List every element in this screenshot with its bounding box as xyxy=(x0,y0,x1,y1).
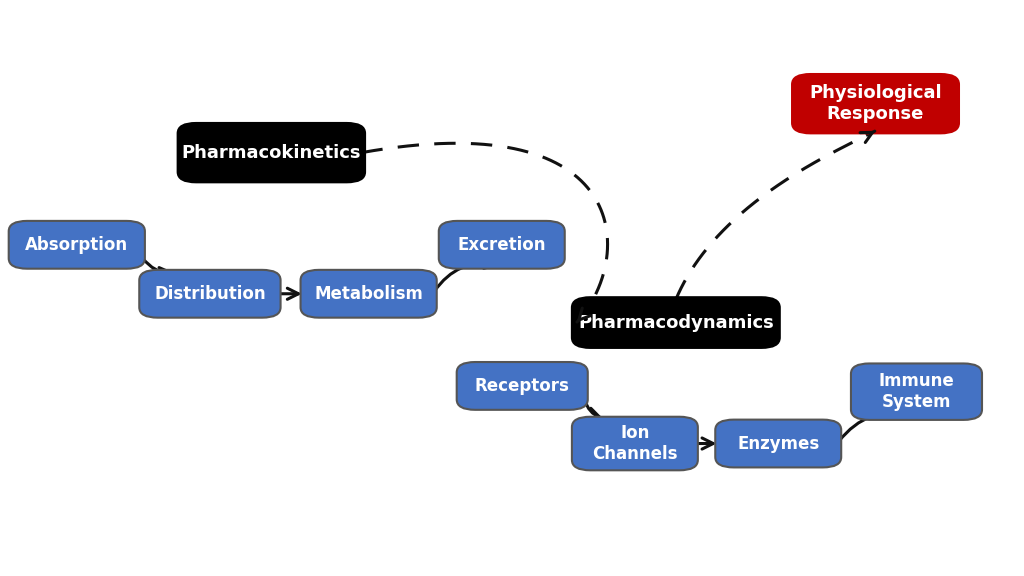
Text: Receptors: Receptors xyxy=(475,377,569,395)
FancyArrowPatch shape xyxy=(280,288,298,300)
FancyBboxPatch shape xyxy=(571,297,780,348)
FancyBboxPatch shape xyxy=(793,74,958,134)
FancyArrowPatch shape xyxy=(434,257,496,291)
FancyBboxPatch shape xyxy=(851,363,982,420)
FancyArrowPatch shape xyxy=(696,438,713,449)
Text: Ion
Channels: Ion Channels xyxy=(592,424,678,463)
Text: Pharmacodynamics: Pharmacodynamics xyxy=(578,313,774,332)
FancyBboxPatch shape xyxy=(457,362,588,410)
FancyBboxPatch shape xyxy=(8,221,145,268)
FancyArrowPatch shape xyxy=(585,399,599,419)
Text: Metabolism: Metabolism xyxy=(314,285,423,303)
Text: Absorption: Absorption xyxy=(26,236,128,254)
FancyBboxPatch shape xyxy=(301,270,436,318)
Text: Enzymes: Enzymes xyxy=(737,434,819,453)
FancyBboxPatch shape xyxy=(715,419,842,468)
Text: Pharmacokinetics: Pharmacokinetics xyxy=(181,143,361,162)
Text: Distribution: Distribution xyxy=(154,285,266,303)
Text: Excretion: Excretion xyxy=(458,236,546,254)
Text: Physiological
Response: Physiological Response xyxy=(809,84,942,123)
FancyBboxPatch shape xyxy=(178,123,366,182)
Text: Immune
System: Immune System xyxy=(879,372,954,411)
FancyArrowPatch shape xyxy=(142,258,170,279)
FancyBboxPatch shape xyxy=(438,221,565,268)
FancyBboxPatch shape xyxy=(571,417,698,470)
FancyBboxPatch shape xyxy=(139,270,281,318)
FancyArrowPatch shape xyxy=(839,408,910,441)
